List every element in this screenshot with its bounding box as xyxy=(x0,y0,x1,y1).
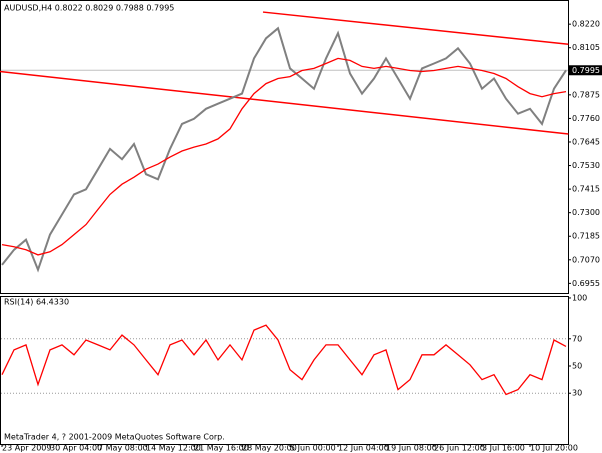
y-tick-label: 0.7875 xyxy=(572,90,600,99)
y-tick-label: 0.7300 xyxy=(572,208,600,217)
current-price-box xyxy=(569,65,602,76)
y-tick-label: 0.8220 xyxy=(572,20,600,29)
y-tick-label: 0.8105 xyxy=(572,43,600,52)
x-tick-label: 12 Jun 04:00 xyxy=(338,444,389,453)
series-line xyxy=(1,26,567,273)
x-tick-label: 5 Jun 00:00 xyxy=(290,444,336,453)
x-tick-label: 23 Apr 2009 xyxy=(2,444,51,453)
y-tick-label: 0.7645 xyxy=(572,137,600,146)
x-tick-label: 21 May 16:00 xyxy=(194,444,249,453)
copyright: MetaTrader 4, ? 2001-2009 MetaQuotes Sof… xyxy=(4,433,225,442)
trend-line xyxy=(0,70,569,135)
series-line xyxy=(1,324,567,396)
x-tick-label: 28 May 20:00 xyxy=(242,444,297,453)
x-tick-label: 3 Jul 16:00 xyxy=(482,444,525,453)
series-line xyxy=(1,57,567,256)
y-tick-label: 0.6955 xyxy=(572,279,600,288)
rsi-panel xyxy=(0,296,569,445)
rsi-title: RSI(14) 64.4330 xyxy=(4,298,69,307)
y-tick-label: 0.7530 xyxy=(572,161,600,170)
trend-line xyxy=(262,11,569,45)
x-tick-label: 7 May 08:00 xyxy=(98,444,148,453)
y-tick-label: 0.7415 xyxy=(572,185,600,194)
y-tick-label: 0.7760 xyxy=(572,114,600,123)
price-panel xyxy=(0,0,569,294)
x-tick-label: 19 Jun 08:00 xyxy=(386,444,437,453)
x-tick-label: 10 Jul 20:00 xyxy=(530,444,578,453)
y-tick-label: 30 xyxy=(572,389,582,398)
y-tick-label: 100 xyxy=(572,293,587,302)
x-tick-label: 30 Apr 04:00 xyxy=(50,444,102,453)
chart-title: AUDUSD,H4 0.8022 0.8029 0.7988 0.7995 xyxy=(4,4,174,13)
y-tick-label: 50 xyxy=(572,362,582,371)
y-tick-label: 0.7185 xyxy=(572,232,600,241)
current-price-label: 0.7995 xyxy=(572,66,600,75)
x-tick-label: 26 Jun 12:00 xyxy=(434,444,485,453)
y-tick-label: 70 xyxy=(572,334,582,343)
y-tick-label: 0.7070 xyxy=(572,255,600,264)
x-tick-label: 14 May 12:00 xyxy=(146,444,201,453)
